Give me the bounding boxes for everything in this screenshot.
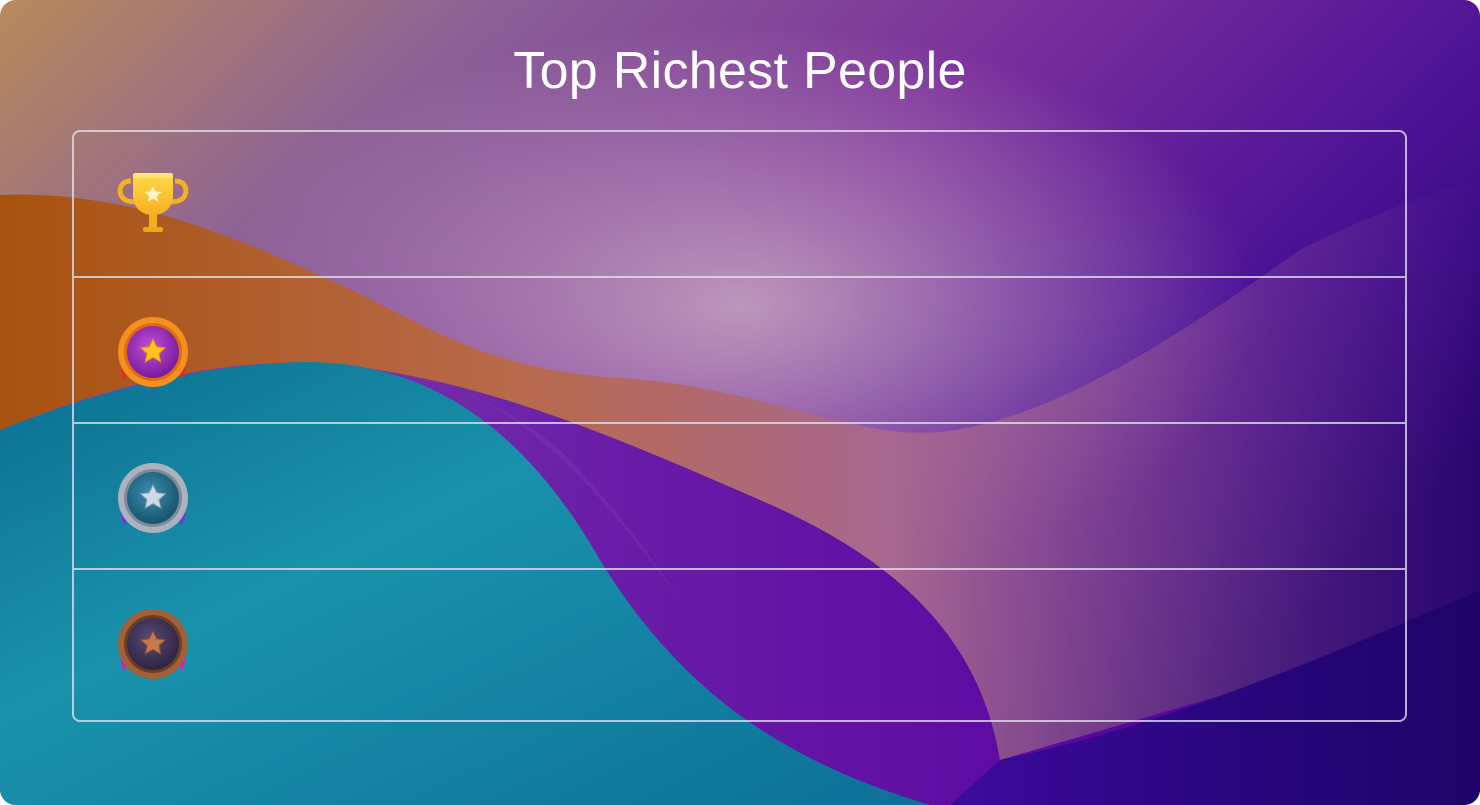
gold-medal-icon: [106, 313, 200, 391]
page-title: Top Richest People: [513, 42, 967, 100]
leaderboard-table: [72, 130, 1407, 722]
bronze-medal-icon: [106, 605, 200, 683]
trophy-icon: [106, 167, 200, 245]
leaderboard-row-4: [74, 570, 1405, 718]
leaderboard-row-3: [74, 424, 1405, 570]
leaderboard-row-2: [74, 278, 1405, 424]
leaderboard-row-1: [74, 132, 1405, 278]
silver-medal-icon: [106, 459, 200, 537]
